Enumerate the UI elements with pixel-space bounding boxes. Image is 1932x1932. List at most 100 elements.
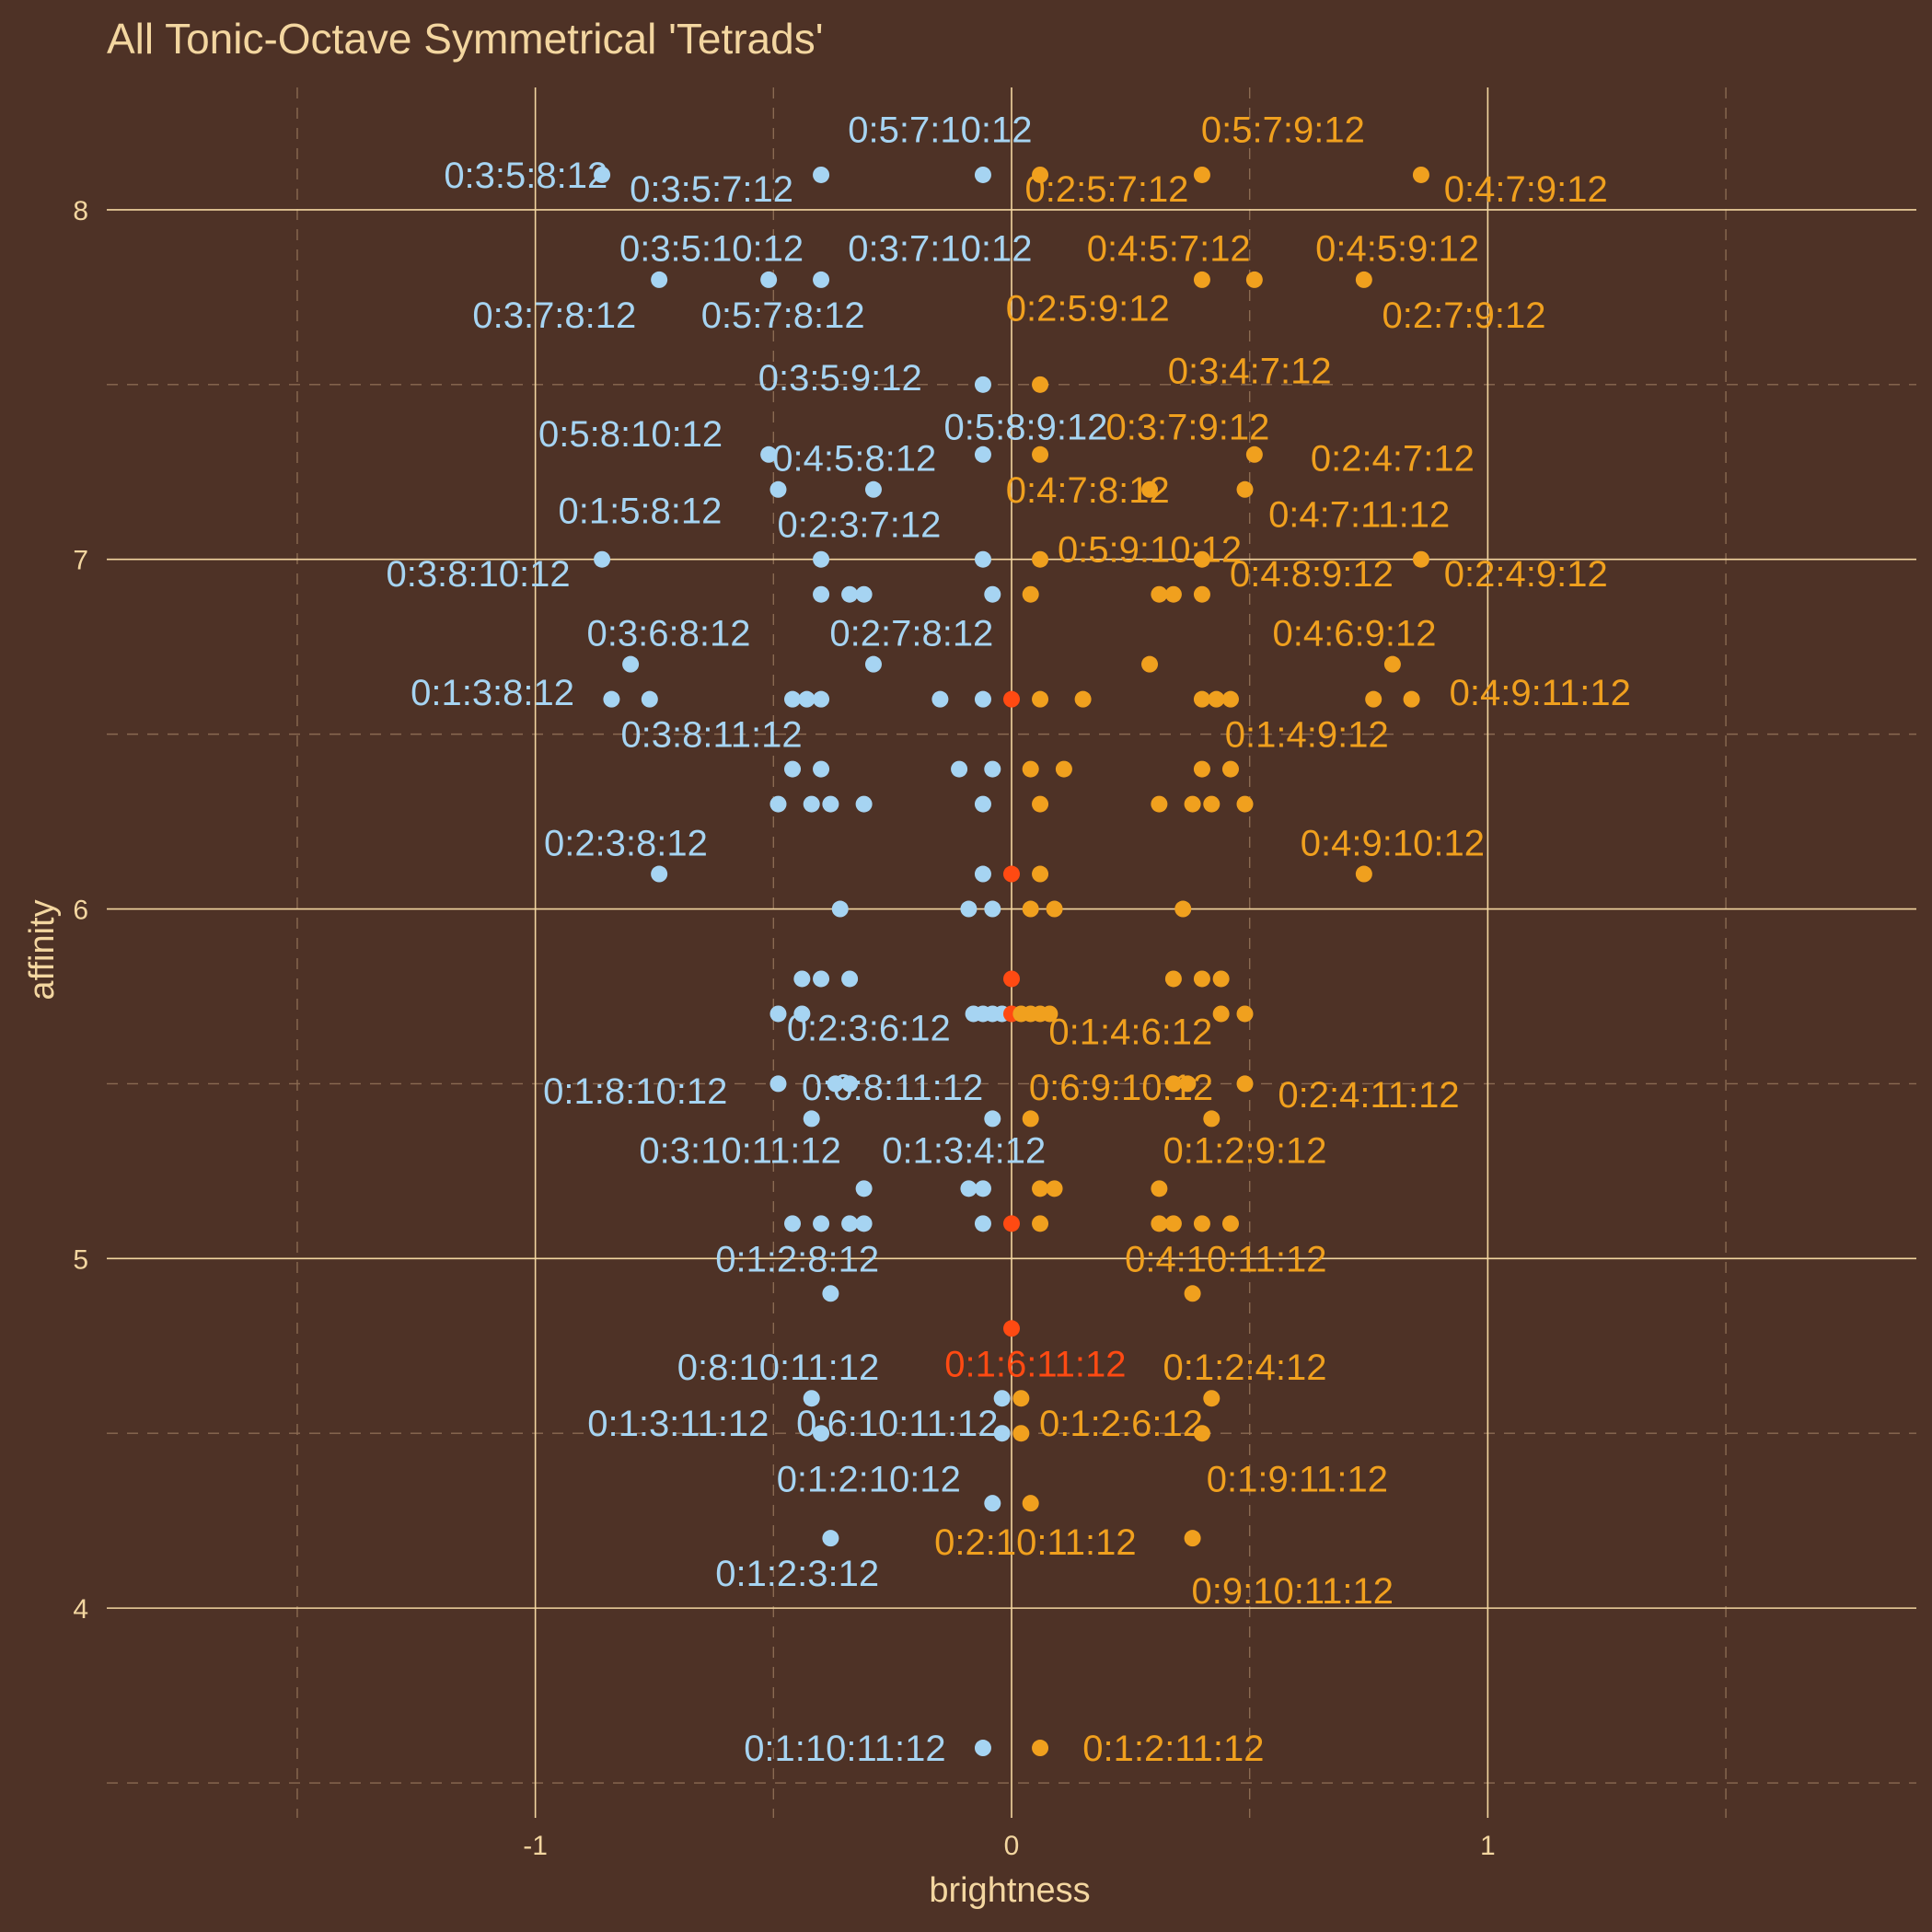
x-tick-label: -1 bbox=[523, 1831, 548, 1861]
data-point bbox=[1032, 795, 1049, 813]
point-label: 0:1:3:4:12 bbox=[882, 1131, 1046, 1172]
point-label: 0:2:5:7:12 bbox=[1025, 169, 1189, 210]
point-label: 0:4:5:8:12 bbox=[772, 439, 936, 480]
data-point bbox=[951, 760, 968, 778]
point-label: 0:6:10:11:12 bbox=[796, 1404, 998, 1444]
point-label: 0:1:2:10:12 bbox=[777, 1460, 961, 1500]
data-point bbox=[784, 690, 802, 708]
data-point bbox=[1184, 1530, 1201, 1547]
data-point bbox=[974, 795, 991, 813]
point-label: 0:1:9:11:12 bbox=[1207, 1460, 1388, 1500]
data-point bbox=[974, 865, 991, 883]
data-point bbox=[822, 795, 839, 813]
data-point bbox=[1208, 690, 1225, 708]
point-label: 0:4:9:10:12 bbox=[1301, 823, 1485, 863]
data-point bbox=[960, 900, 978, 918]
data-point bbox=[1003, 1215, 1020, 1232]
data-point bbox=[1022, 1495, 1039, 1512]
data-point bbox=[841, 1215, 859, 1232]
data-point bbox=[974, 1180, 991, 1197]
data-point bbox=[1203, 795, 1221, 813]
data-point bbox=[1245, 271, 1263, 288]
data-point bbox=[984, 900, 1001, 918]
y-axis-title: affinity bbox=[23, 899, 62, 1000]
point-label: 0:1:2:4:12 bbox=[1163, 1348, 1327, 1388]
point-label: 0:1:3:11:12 bbox=[587, 1404, 769, 1444]
point-label: 0:2:3:8:12 bbox=[544, 823, 708, 863]
point-label: 0:1:4:6:12 bbox=[1048, 1012, 1212, 1052]
data-point bbox=[1365, 690, 1382, 708]
data-point bbox=[1032, 376, 1049, 393]
data-point bbox=[1221, 1215, 1239, 1232]
data-point bbox=[827, 1075, 844, 1093]
data-point bbox=[1193, 271, 1210, 288]
point-label: 0:2:3:6:12 bbox=[787, 1009, 951, 1049]
data-point bbox=[813, 760, 830, 778]
data-point bbox=[622, 655, 640, 673]
data-point bbox=[1193, 690, 1210, 708]
data-point bbox=[855, 1215, 873, 1232]
grid-minor bbox=[107, 87, 1916, 1818]
data-point bbox=[855, 1180, 873, 1197]
data-point bbox=[784, 760, 802, 778]
data-point bbox=[1003, 1320, 1020, 1337]
point-label: 0:3:7:10:12 bbox=[848, 229, 1032, 270]
point-label: 0:4:7:11:12 bbox=[1268, 494, 1450, 535]
point-label: 0:9:10:11:12 bbox=[1192, 1571, 1394, 1612]
point-label: 0:1:10:11:12 bbox=[744, 1729, 945, 1769]
data-point bbox=[1141, 655, 1159, 673]
data-point bbox=[864, 655, 882, 673]
chart-title: All Tonic-Octave Symmetrical 'Tetrads' bbox=[107, 15, 824, 63]
data-point bbox=[1383, 655, 1401, 673]
data-point bbox=[813, 271, 830, 288]
data-point bbox=[1212, 1005, 1230, 1023]
data-point bbox=[651, 865, 668, 883]
data-point bbox=[1032, 445, 1049, 463]
point-label: 0:2:4:9:12 bbox=[1444, 554, 1608, 595]
data-point bbox=[974, 1740, 991, 1757]
point-label: 0:1:2:6:12 bbox=[1039, 1404, 1203, 1444]
data-point bbox=[1203, 1110, 1221, 1128]
data-point bbox=[1032, 550, 1049, 568]
data-point bbox=[760, 445, 778, 463]
data-point bbox=[1193, 550, 1210, 568]
data-point bbox=[1003, 970, 1020, 988]
data-point bbox=[1179, 1075, 1197, 1093]
data-point bbox=[594, 166, 611, 183]
data-point bbox=[1203, 1390, 1221, 1407]
point-label: 0:1:6:11:12 bbox=[944, 1344, 1126, 1384]
point-label: 0:3:5:10:12 bbox=[619, 229, 804, 270]
point-label: 0:1:5:8:12 bbox=[558, 492, 722, 532]
point-label: 0:3:8:10:12 bbox=[386, 554, 570, 595]
data-point bbox=[1151, 1180, 1168, 1197]
data-point bbox=[1412, 166, 1429, 183]
data-point bbox=[1032, 1740, 1049, 1757]
point-label: 0:3:7:8:12 bbox=[472, 295, 636, 336]
data-point bbox=[974, 690, 991, 708]
data-point bbox=[1003, 690, 1020, 708]
data-point bbox=[1022, 760, 1039, 778]
data-point bbox=[784, 1215, 802, 1232]
data-point bbox=[855, 795, 873, 813]
data-point bbox=[813, 1215, 830, 1232]
data-point bbox=[984, 1110, 1001, 1128]
x-tick-label: 1 bbox=[1480, 1831, 1496, 1861]
data-point bbox=[974, 376, 991, 393]
data-point bbox=[651, 271, 668, 288]
y-tick-label: 4 bbox=[73, 1594, 88, 1625]
point-label: 0:5:7:9:12 bbox=[1201, 110, 1365, 151]
data-point bbox=[769, 795, 787, 813]
data-point bbox=[1074, 690, 1092, 708]
data-point bbox=[813, 970, 830, 988]
point-label: 0:2:4:11:12 bbox=[1278, 1075, 1459, 1116]
data-point bbox=[1403, 690, 1420, 708]
data-point bbox=[993, 1425, 1011, 1442]
data-point bbox=[1193, 166, 1210, 183]
data-point bbox=[822, 1285, 839, 1302]
point-label: 0:3:4:7:12 bbox=[1168, 352, 1332, 392]
data-point bbox=[813, 166, 830, 183]
data-point bbox=[1032, 1180, 1049, 1197]
data-point bbox=[803, 795, 820, 813]
data-point bbox=[855, 585, 873, 603]
